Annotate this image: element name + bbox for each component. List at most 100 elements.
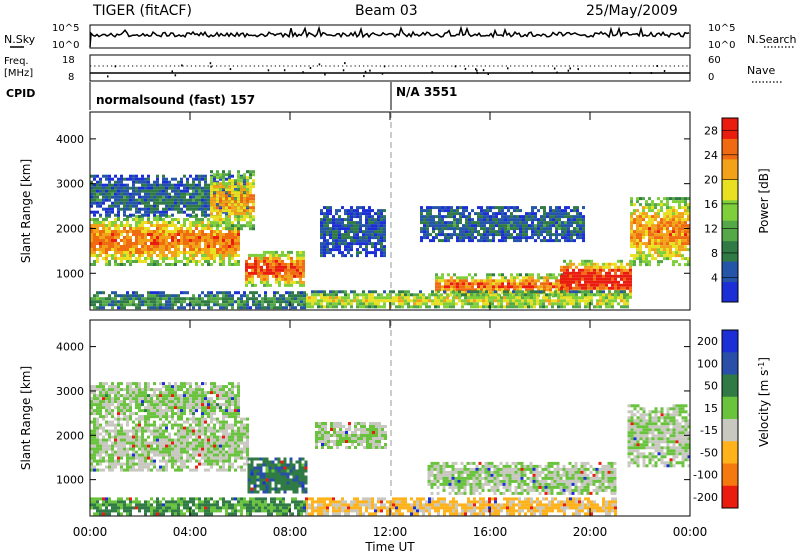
heatmap-cell: [611, 299, 614, 303]
heatmap-cell: [519, 221, 522, 225]
heatmap-cell: [491, 299, 494, 303]
heatmap-cell: [557, 299, 560, 303]
heatmap-cell: [144, 462, 147, 466]
heatmap-cell: [626, 277, 629, 281]
heatmap-cell: [156, 426, 159, 430]
heatmap-cell: [552, 233, 555, 237]
heatmap-cell: [114, 218, 117, 221]
heatmap-cell: [141, 207, 144, 211]
heatmap-cell: [165, 242, 168, 245]
heatmap-cell: [453, 233, 456, 237]
heatmap-cell: [471, 282, 474, 286]
heatmap-cell: [344, 233, 347, 237]
heatmap-cell: [123, 468, 126, 472]
heatmap-cell: [290, 259, 293, 263]
heatmap-cell: [377, 215, 380, 219]
heatmap-cell: [587, 265, 590, 269]
heatmap-cell: [165, 245, 168, 248]
heatmap-cell: [642, 260, 645, 264]
heatmap-cell: [219, 218, 222, 222]
heatmap-cell: [678, 200, 681, 204]
heatmap-cell: [135, 233, 138, 236]
heatmap-cell: [225, 185, 228, 189]
heatmap-cell: [96, 423, 99, 427]
heatmap-cell: [204, 447, 207, 451]
heatmap-cell: [96, 459, 99, 463]
heatmap-cell: [486, 236, 489, 240]
heatmap-cell: [657, 197, 660, 201]
heatmap-cell: [470, 296, 473, 300]
heatmap-cell: [222, 218, 225, 221]
heatmap-cell: [207, 426, 210, 430]
heatmap-cell: [135, 204, 138, 208]
heatmap-cell: [162, 468, 165, 472]
heatmap-cell: [108, 420, 111, 424]
heatmap-cell: [642, 209, 645, 213]
heatmap-cell: [153, 447, 156, 451]
heatmap-cell: [189, 429, 192, 433]
heatmap-cell: [246, 297, 249, 301]
heatmap-cell: [558, 218, 561, 222]
heatmap-cell: [153, 441, 156, 445]
heatmap-cell: [240, 194, 243, 198]
heatmap-cell: [356, 230, 359, 234]
heatmap-cell: [528, 273, 531, 277]
heatmap-cell: [96, 198, 99, 202]
heatmap-cell: [587, 262, 590, 266]
heatmap-cell: [126, 438, 129, 442]
heatmap-cell: [672, 236, 675, 240]
heatmap-cell: [419, 302, 422, 306]
heatmap-cell: [186, 260, 189, 263]
heatmap-cell: [401, 305, 404, 309]
heatmap-cell: [159, 303, 162, 307]
heatmap-cell: [666, 200, 669, 204]
heatmap-cell: [441, 206, 444, 210]
heatmap-cell: [183, 441, 186, 445]
heatmap-cell: [144, 230, 147, 233]
heatmap-cell: [210, 191, 213, 195]
heatmap-cell: [138, 236, 141, 239]
heatmap-cell: [608, 292, 611, 296]
heatmap-cell: [456, 294, 459, 298]
heatmap-cell: [669, 197, 672, 201]
heatmap-cell: [483, 291, 486, 295]
heatmap-cell: [201, 213, 204, 217]
heatmap-cell: [684, 248, 687, 252]
heatmap-cell: [93, 456, 96, 460]
heatmap-cell: [438, 285, 441, 289]
heatmap-cell: [108, 294, 111, 298]
heatmap-cell: [434, 293, 437, 297]
heatmap-cell: [489, 227, 492, 231]
heatmap-cell: [515, 293, 518, 297]
heatmap-cell: [494, 299, 497, 303]
heatmap-cell: [201, 432, 204, 436]
heatmap-cell: [660, 209, 663, 213]
heatmap-cell: [228, 260, 231, 263]
heatmap-cell: [93, 218, 96, 221]
heatmap-cell: [90, 441, 93, 445]
heatmap-cell: [570, 224, 573, 228]
heatmap-cell: [210, 221, 213, 225]
heatmap-cell: [201, 426, 204, 430]
heatmap-cell: [144, 195, 147, 199]
heatmap-cell: [117, 438, 120, 442]
power-ylabel: Slant Range [km]: [19, 159, 33, 263]
heatmap-cell: [581, 262, 584, 266]
heatmap-cell: [687, 260, 690, 264]
heatmap-cell: [320, 245, 323, 249]
heatmap-cell: [323, 230, 326, 234]
heatmap-cell: [254, 265, 257, 269]
heatmap-cell: [105, 420, 108, 424]
heatmap-cell: [234, 245, 237, 248]
heatmap-cell: [269, 283, 272, 287]
heatmap-cell: [210, 426, 213, 430]
heatmap-cell: [549, 285, 552, 289]
heatmap-cell: [599, 305, 602, 309]
heatmap-cell: [261, 303, 264, 307]
heatmap-cell: [186, 177, 189, 181]
heatmap-cell: [504, 276, 507, 280]
heatmap-cell: [138, 297, 141, 301]
heatmap-cell: [582, 230, 585, 234]
heatmap-cell: [159, 438, 162, 442]
heatmap-cell: [114, 450, 117, 454]
